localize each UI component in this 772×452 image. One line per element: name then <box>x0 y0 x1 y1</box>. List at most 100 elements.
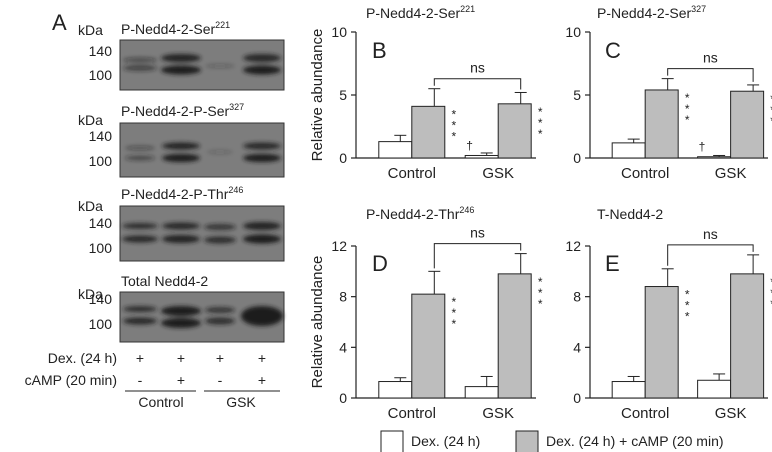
significance-star: * <box>451 295 456 309</box>
mw-marker-100: 100 <box>89 67 113 83</box>
category-label: GSK <box>482 165 514 182</box>
bar-dex <box>697 156 732 159</box>
chart-panel-b: P-Nedd4-2-Ser221 B 0 5 10 Relative abundance *… <box>309 4 543 182</box>
significance-star: * <box>451 306 456 320</box>
mw-marker-140: 140 <box>89 291 113 307</box>
bar-dex <box>464 386 499 399</box>
panel-letter-a: A <box>52 10 67 35</box>
significance-bracket <box>667 244 754 266</box>
bar-dex-camp <box>411 105 446 159</box>
blot-image <box>119 205 285 262</box>
y-tick-label: 5 <box>573 87 581 103</box>
ns-label: ns <box>703 50 718 66</box>
significance-star: * <box>770 286 772 300</box>
mw-marker-140: 140 <box>89 128 113 144</box>
significance-bracket <box>433 243 522 269</box>
y-axis-label: Relative abundance <box>309 29 326 162</box>
y-axis-label: Relative abundance <box>309 256 326 389</box>
category-label: Control <box>388 405 436 422</box>
y-tick-label: 4 <box>573 339 581 355</box>
dagger-mark: † <box>466 138 473 152</box>
chart-title: P-Nedd4-2-Ser221 <box>366 4 475 21</box>
blot-title: P-Nedd4-2-P-Thr246 <box>121 185 243 202</box>
panel-letter: B <box>372 38 387 63</box>
dex-mark: + <box>258 350 266 366</box>
bar-dex-camp <box>730 90 765 159</box>
panel-letter: C <box>605 38 621 63</box>
camp-mark: + <box>177 372 185 388</box>
significance-star: * <box>770 297 772 311</box>
camp-mark: + <box>258 372 266 388</box>
significance-bracket <box>667 68 754 82</box>
significance-star: * <box>685 91 690 105</box>
significance-star: * <box>538 297 543 311</box>
bar-dex-camp <box>644 89 679 159</box>
significance-star: * <box>451 107 456 121</box>
mw-marker-100: 100 <box>89 316 113 332</box>
significance-bracket <box>433 78 522 90</box>
significance-star: * <box>538 116 543 130</box>
y-tick-label: 4 <box>339 339 347 355</box>
blot-image <box>119 291 285 343</box>
legend-swatch-dex <box>380 430 404 452</box>
y-tick-label: 12 <box>331 238 347 254</box>
dex-mark: + <box>216 350 224 366</box>
significance-star: * <box>685 299 690 313</box>
y-tick-label: 0 <box>339 390 347 406</box>
bar-dex-camp <box>497 103 532 159</box>
blot-title: P-Nedd4-2-Ser221 <box>121 20 230 37</box>
significance-star: * <box>770 103 772 117</box>
mw-marker-140: 140 <box>89 215 113 231</box>
camp-mark: - <box>138 372 143 388</box>
kda-label: kDa <box>78 198 103 214</box>
y-tick-label: 8 <box>339 289 347 305</box>
camp-mark: - <box>218 372 223 388</box>
bar-dex-camp <box>644 286 679 399</box>
y-tick-label: 5 <box>339 87 347 103</box>
camp-row-label: cAMP (20 min) <box>25 372 117 388</box>
significance-star: * <box>685 310 690 324</box>
y-tick-label: 8 <box>573 289 581 305</box>
dex-mark: + <box>136 350 144 366</box>
significance-star: * <box>451 129 456 143</box>
y-tick-label: 12 <box>565 238 581 254</box>
significance-star: * <box>538 105 543 119</box>
category-label: Control <box>621 165 669 182</box>
chart-title-text: P-Nedd4-2-Ser <box>366 5 460 21</box>
chart-title-superscript: 221 <box>460 4 475 14</box>
category-label: GSK <box>715 165 747 182</box>
category-label: GSK <box>482 405 514 422</box>
dex-row-label: Dex. (24 h) <box>48 350 117 366</box>
kda-label: kDa <box>78 22 103 38</box>
y-tick-label: 0 <box>339 150 347 166</box>
blot-image <box>119 122 285 178</box>
chart-title-superscript: 327 <box>691 4 706 14</box>
significance-star: * <box>538 275 543 289</box>
ns-label: ns <box>470 225 485 241</box>
group-label: GSK <box>226 394 256 410</box>
kda-label: kDa <box>78 286 103 302</box>
panel-letter: D <box>372 251 388 276</box>
significance-star: * <box>685 288 690 302</box>
bar-dex-camp <box>497 273 532 399</box>
significance-star: * <box>451 317 456 331</box>
bar-dex <box>378 381 413 399</box>
chart-title-text: P-Nedd4-2-Ser <box>597 5 691 21</box>
chart-title-superscript: 246 <box>459 205 474 215</box>
significance-star: * <box>685 113 690 127</box>
mw-marker-140: 140 <box>89 43 113 59</box>
group-label: Control <box>138 394 183 410</box>
blot-title: Total Nedd4-2 <box>121 273 208 289</box>
significance-star: * <box>770 275 772 289</box>
mw-marker-100: 100 <box>89 153 113 169</box>
chart-panel-d: P-Nedd4-2-Thr246 D 0 4 8 12 Relative abundance… <box>309 205 543 422</box>
bar-dex <box>378 141 413 159</box>
y-tick-label: 0 <box>573 390 581 406</box>
chart-title-text: T-Nedd4-2 <box>597 206 663 222</box>
category-label: Control <box>621 405 669 422</box>
legend: Dex. (24 h) Dex. (24 h) + cAMP (20 min) <box>380 430 724 452</box>
